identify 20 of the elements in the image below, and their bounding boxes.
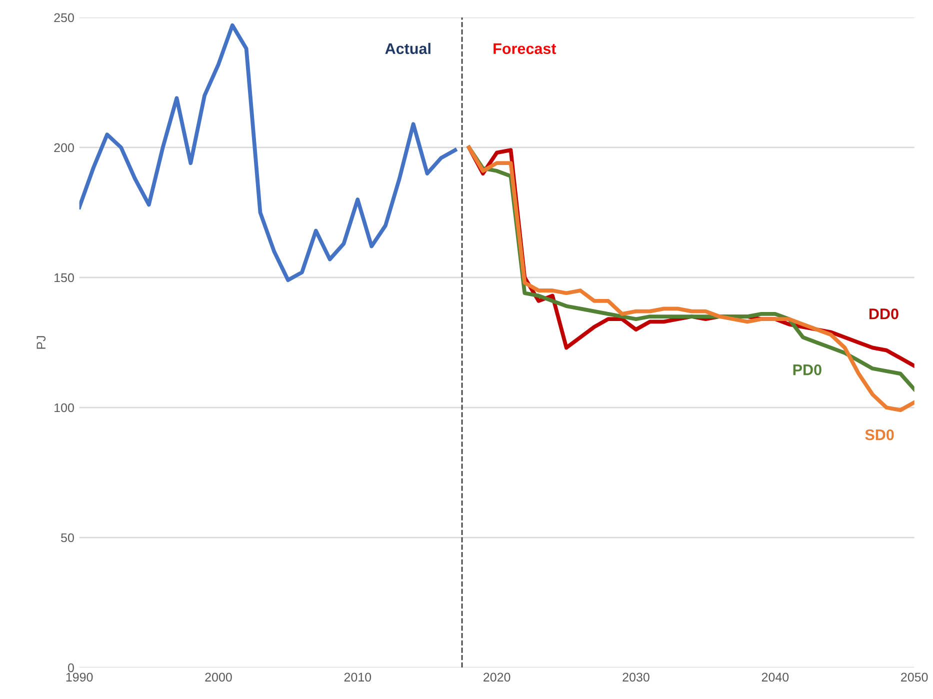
y-tick-label: 50 [61,533,74,542]
series-label: SD0 [865,429,894,440]
y-tick-label: 150 [54,273,74,282]
annotation: Actual [385,42,430,54]
x-tick-label: 2010 [344,672,372,682]
x-tick-label: 2030 [622,672,650,682]
y-axis-title: PJ [36,336,46,349]
y-tick-label: 250 [54,13,74,22]
annotation: Forecast [494,43,556,54]
x-tick-label: 2050 [901,672,928,682]
y-tick-label: 0 [68,663,74,672]
y-tick-label: 200 [54,143,74,152]
x-tick-label: 2000 [205,672,232,682]
x-tick-label: 2040 [762,672,789,682]
x-tick-label: 1990 [66,672,93,682]
x-tick-label: 2020 [484,672,510,682]
series-label: PD0 [793,364,822,376]
line-series [79,23,458,282]
series-label: DD0 [869,308,898,320]
y-tick-label: 100 [54,403,74,412]
